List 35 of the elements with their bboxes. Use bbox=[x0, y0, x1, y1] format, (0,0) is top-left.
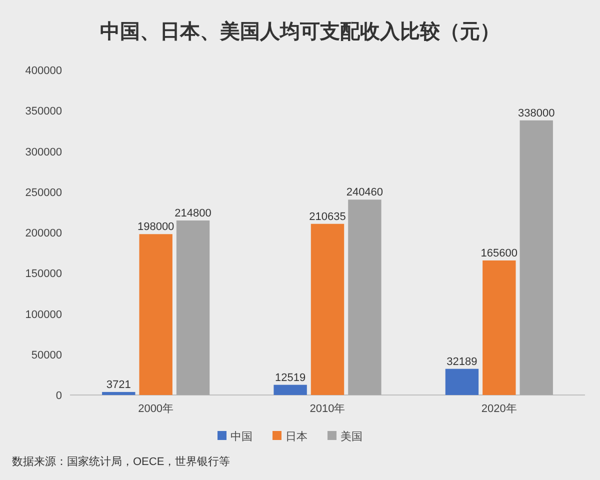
y-tick-label: 200000 bbox=[25, 228, 62, 240]
bar bbox=[310, 224, 344, 395]
y-tick-label: 250000 bbox=[25, 186, 62, 199]
legend-label: 美国 bbox=[340, 430, 362, 443]
data-label: 12519 bbox=[275, 372, 306, 384]
legend-label: 日本 bbox=[286, 430, 308, 443]
y-tick-label: 0 bbox=[56, 390, 62, 402]
legend-label: 中国 bbox=[230, 430, 252, 443]
x-tick-label: 2000年 bbox=[138, 403, 174, 415]
data-label: 240460 bbox=[346, 186, 384, 199]
y-tick-label: 100000 bbox=[25, 308, 62, 321]
bar bbox=[348, 200, 382, 395]
bar bbox=[445, 368, 479, 395]
data-label: 338000 bbox=[518, 107, 555, 120]
bar bbox=[482, 260, 516, 395]
x-tick-label: 2020年 bbox=[481, 403, 517, 415]
source-note: 数据来源：国家统计局，OECE，世界银行等 bbox=[12, 455, 230, 468]
y-tick-label: 50000 bbox=[31, 349, 62, 362]
y-tick-label: 300000 bbox=[25, 146, 62, 158]
bar bbox=[520, 120, 553, 395]
bar bbox=[102, 392, 136, 395]
data-label: 198000 bbox=[137, 221, 174, 234]
y-tick-label: 350000 bbox=[25, 106, 62, 118]
y-tick-label: 400000 bbox=[25, 65, 62, 77]
data-label: 214800 bbox=[174, 207, 212, 220]
bar bbox=[274, 384, 307, 395]
bar bbox=[176, 220, 210, 395]
data-label: 210635 bbox=[309, 210, 346, 223]
bar bbox=[139, 234, 172, 395]
y-tick-label: 150000 bbox=[25, 268, 62, 280]
data-label: 165600 bbox=[480, 247, 518, 260]
data-label: 3721 bbox=[106, 378, 131, 391]
data-label: 32189 bbox=[446, 356, 478, 368]
chart-title: 中国、日本、美国人均可支配收入比较（元） bbox=[100, 20, 500, 43]
x-tick-label: 2010年 bbox=[310, 403, 346, 415]
